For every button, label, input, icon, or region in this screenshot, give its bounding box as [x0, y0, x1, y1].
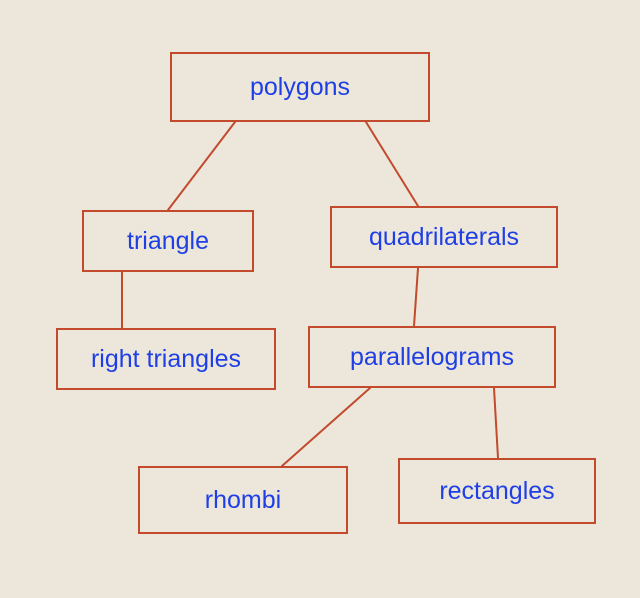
edge-quadrilaterals-to-parallelograms — [414, 268, 418, 326]
edge-parallelograms-to-rectangles — [494, 388, 498, 458]
edge-parallelograms-to-rhombi — [282, 388, 370, 466]
node-triangle: triangle — [82, 210, 254, 272]
node-label-triangle: triangle — [127, 227, 209, 256]
edge-polygons-to-quadrilaterals — [366, 122, 418, 206]
node-label-polygons: polygons — [250, 73, 350, 102]
node-label-quadrilaterals: quadrilaterals — [369, 223, 519, 252]
node-parallelograms: parallelograms — [308, 326, 556, 388]
node-label-rectangles: rectangles — [439, 477, 554, 506]
node-label-parallelograms: parallelograms — [350, 343, 514, 372]
node-quadrilaterals: quadrilaterals — [330, 206, 558, 268]
node-label-rhombi: rhombi — [205, 486, 281, 515]
node-rectangles: rectangles — [398, 458, 596, 524]
edge-polygons-to-triangle — [168, 122, 235, 210]
node-righttriangles: right triangles — [56, 328, 276, 390]
diagram-stage: polygons triangle quadrilaterals right tria… — [0, 0, 640, 598]
node-label-righttriangles: right triangles — [91, 345, 241, 374]
node-polygons: polygons — [170, 52, 430, 122]
node-rhombi: rhombi — [138, 466, 348, 534]
